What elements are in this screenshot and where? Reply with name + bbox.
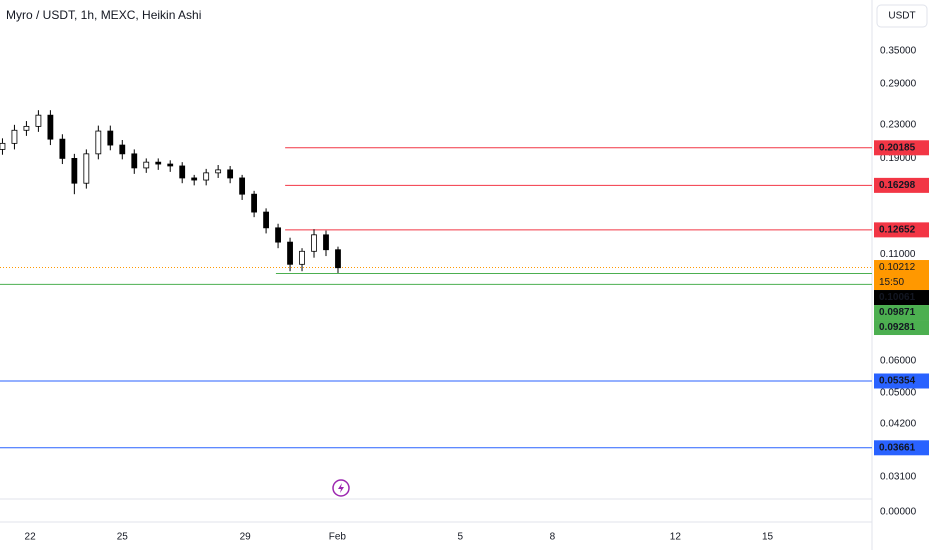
candle-body xyxy=(191,177,198,181)
candle-body xyxy=(107,130,114,146)
candle-body xyxy=(311,234,317,252)
candle-body xyxy=(251,193,258,213)
candle-body xyxy=(131,153,138,169)
y-tick-label: 0.00000 xyxy=(880,507,917,518)
candle-body xyxy=(335,249,341,269)
level-label: 0.09871 xyxy=(879,307,916,318)
level-label: 0.20185 xyxy=(879,142,916,153)
candle-body xyxy=(71,158,78,184)
x-tick-label: 12 xyxy=(670,532,682,543)
x-tick-label: 15 xyxy=(762,532,774,543)
level-label-bg xyxy=(874,222,929,238)
candle-body xyxy=(83,153,90,184)
y-tick-label: 0.23000 xyxy=(880,119,917,130)
current-price-label: 0.10212 xyxy=(879,262,916,273)
candle-body xyxy=(47,114,54,140)
candle-body xyxy=(59,138,66,159)
y-tick-label: 0.03100 xyxy=(880,472,917,483)
x-tick-label: 8 xyxy=(550,532,556,543)
candle-body xyxy=(239,177,246,195)
lightning-bolt xyxy=(338,483,344,493)
y-tick-label: 0.11000 xyxy=(880,249,916,260)
candle-body xyxy=(323,234,329,251)
candle-body xyxy=(275,227,281,243)
x-tick-label: 22 xyxy=(25,532,37,543)
candle-body xyxy=(11,129,18,144)
countdown-label: 15:50 xyxy=(879,277,904,288)
candle-body xyxy=(143,161,150,169)
level-label: 0.05354 xyxy=(879,376,916,387)
level-label: 0.16298 xyxy=(879,180,916,191)
y-tick-label: 0.19000 xyxy=(880,153,917,164)
y-tick-label: 0.29000 xyxy=(880,79,917,90)
level-label-bg xyxy=(874,320,929,336)
level-label: 0.12652 xyxy=(879,225,916,236)
candle-body xyxy=(287,241,293,265)
candle-body xyxy=(35,114,42,127)
candle-body xyxy=(299,250,305,265)
y-tick-label: 0.35000 xyxy=(880,46,917,57)
x-tick-label: 25 xyxy=(117,532,129,543)
level-label-bg xyxy=(874,440,929,456)
level-label: 0.03661 xyxy=(879,442,916,453)
y-tick-label: 0.06000 xyxy=(880,356,917,367)
candle-body xyxy=(0,142,6,150)
candle-body xyxy=(263,211,269,229)
candle-body xyxy=(23,125,30,131)
level-label-bg xyxy=(874,177,929,193)
candle-body xyxy=(227,169,234,179)
current-price-label-bg xyxy=(874,260,929,291)
chart-title: Myro / USDT, 1h, MEXC, Heikin Ashi xyxy=(6,8,201,22)
y-tick-label: 0.04200 xyxy=(880,418,917,429)
x-tick-label: 5 xyxy=(457,532,463,543)
currency-label: USDT xyxy=(888,11,915,22)
y-tick-label: 0.05000 xyxy=(880,388,917,399)
level-label: 0.09281 xyxy=(879,322,916,333)
candle-body xyxy=(167,163,174,167)
x-tick-label: Feb xyxy=(329,532,347,543)
level-label-bg xyxy=(874,305,929,321)
candle-body xyxy=(95,130,102,155)
lightning-icon[interactable] xyxy=(332,479,350,497)
level-label-bg xyxy=(874,140,929,156)
currency-button[interactable] xyxy=(876,4,928,28)
level-label-bg xyxy=(874,290,929,306)
candle-body xyxy=(215,169,222,174)
level-label: 0.10061 xyxy=(879,292,916,303)
level-label-bg xyxy=(874,373,929,389)
candle-body xyxy=(119,144,126,155)
candle-body xyxy=(203,172,210,181)
candle-body xyxy=(179,165,186,179)
x-tick-label: 29 xyxy=(240,532,252,543)
candle-body xyxy=(155,161,162,165)
